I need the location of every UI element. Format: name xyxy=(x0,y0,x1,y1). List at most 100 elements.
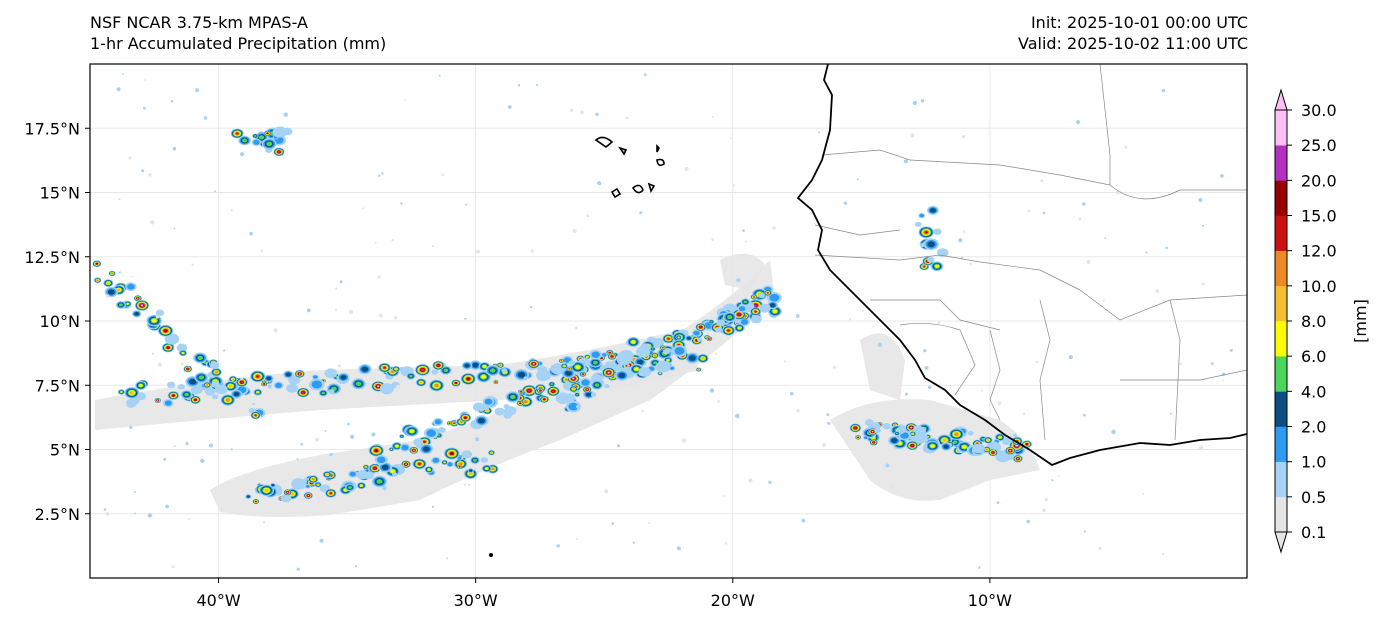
precip-cell xyxy=(857,436,859,438)
precip-speck xyxy=(597,181,602,186)
precip-speck xyxy=(1155,289,1160,293)
colorbar-tick-label: 15.0 xyxy=(1301,207,1337,226)
precip-cell xyxy=(242,138,248,143)
precip-cell xyxy=(140,304,144,307)
precip-cell xyxy=(405,463,407,465)
precip-speck xyxy=(105,294,110,298)
precip-cell xyxy=(306,485,310,488)
precip-speck xyxy=(157,362,162,367)
precip-cell xyxy=(464,363,470,368)
precip-speck xyxy=(381,172,384,175)
precip-cell xyxy=(913,425,923,432)
precip-cell xyxy=(482,365,487,368)
precip-cell xyxy=(457,456,462,460)
lat-tick-label: 5°N xyxy=(50,441,80,460)
precip-cell xyxy=(340,375,347,380)
colorbar-tick-label: 1.0 xyxy=(1301,453,1326,472)
precip-speck xyxy=(378,313,383,318)
precip-speck xyxy=(315,437,320,442)
precip-cell xyxy=(992,451,994,454)
precip-cell xyxy=(954,432,959,436)
precip-speck xyxy=(1072,216,1075,218)
precip-cell xyxy=(924,231,928,234)
precip-cell xyxy=(461,450,472,459)
precip-speck xyxy=(324,429,327,432)
precip-cell xyxy=(466,377,470,381)
precip-cell xyxy=(106,282,110,285)
precip-cell xyxy=(710,320,713,323)
precip-speck xyxy=(730,137,732,139)
precip-speck xyxy=(937,321,941,324)
precip-cell xyxy=(769,293,780,302)
precip-cell xyxy=(600,357,603,359)
precip-cell xyxy=(952,440,958,444)
precip-speck xyxy=(143,106,146,110)
precip-cell xyxy=(503,412,512,419)
precip-speck xyxy=(789,391,794,396)
precip-cell xyxy=(311,380,322,389)
precip-cell xyxy=(693,330,700,336)
precip-cell xyxy=(754,304,757,307)
precip-speck xyxy=(350,434,355,439)
precip-speck xyxy=(801,518,806,523)
precip-speck xyxy=(403,99,406,101)
precip-cell xyxy=(401,444,409,451)
precip-cell xyxy=(298,373,301,375)
precip-speck xyxy=(717,399,721,403)
precip-speck xyxy=(910,133,915,138)
precip-speck xyxy=(464,317,467,320)
precip-speck xyxy=(795,314,800,318)
colorbar-tick-label: 10.0 xyxy=(1301,277,1337,296)
precip-speck xyxy=(465,203,468,206)
precip-speck xyxy=(906,460,909,462)
precip-cell xyxy=(651,348,654,350)
precip-speck xyxy=(150,220,155,225)
precip-cell xyxy=(321,391,326,395)
precip-cell xyxy=(659,372,661,375)
precip-speck xyxy=(927,385,932,390)
precip-speck xyxy=(116,87,121,92)
precip-speck xyxy=(1083,530,1086,533)
precip-cell xyxy=(581,379,590,386)
precip-cell xyxy=(167,381,176,388)
precip-cell xyxy=(280,494,292,503)
precip-speck xyxy=(625,116,629,120)
precip-cell xyxy=(285,372,291,377)
precip-cell xyxy=(1017,458,1019,460)
precip-cell xyxy=(286,383,298,393)
precip-speck xyxy=(200,458,205,463)
precip-speck xyxy=(1210,362,1214,365)
precip-cell xyxy=(258,135,265,140)
precip-speck xyxy=(259,494,264,499)
precip-cell xyxy=(472,402,485,412)
precip-speck xyxy=(832,365,837,369)
precip-cell xyxy=(361,366,369,372)
precip-speck xyxy=(185,442,189,446)
precip-cell xyxy=(871,431,874,433)
lon-tick-label: 30°W xyxy=(454,591,498,610)
precip-cell xyxy=(349,471,356,477)
precip-speck xyxy=(739,326,742,329)
precip-cell xyxy=(962,445,967,449)
precip-speck xyxy=(924,366,929,370)
precip-speck xyxy=(1040,179,1044,183)
precip-cell xyxy=(302,391,305,394)
precip-cell xyxy=(874,428,881,434)
precip-speck xyxy=(877,342,882,347)
precip-cell xyxy=(96,263,98,265)
colorbar-extend-min xyxy=(1274,531,1288,554)
precip-cell xyxy=(543,398,546,400)
precip-cell xyxy=(376,456,386,464)
precip-cell xyxy=(107,289,115,295)
precip-cell xyxy=(228,384,233,388)
precip-cell xyxy=(517,371,526,378)
country-borders xyxy=(814,64,1247,441)
lat-tick-label: 7.5°N xyxy=(35,376,80,395)
colorbar: 0.1 0.5 1.0 2.0 4.0 6.0 8.0 10.0 12.0 15.0 20.0 25.… xyxy=(1274,88,1370,554)
precip-speck xyxy=(1199,445,1204,450)
precip-cell xyxy=(480,457,488,463)
precip-speck xyxy=(431,505,434,508)
precip-cell xyxy=(374,449,378,452)
precip-speck xyxy=(475,437,480,442)
precip-cell xyxy=(759,303,771,313)
